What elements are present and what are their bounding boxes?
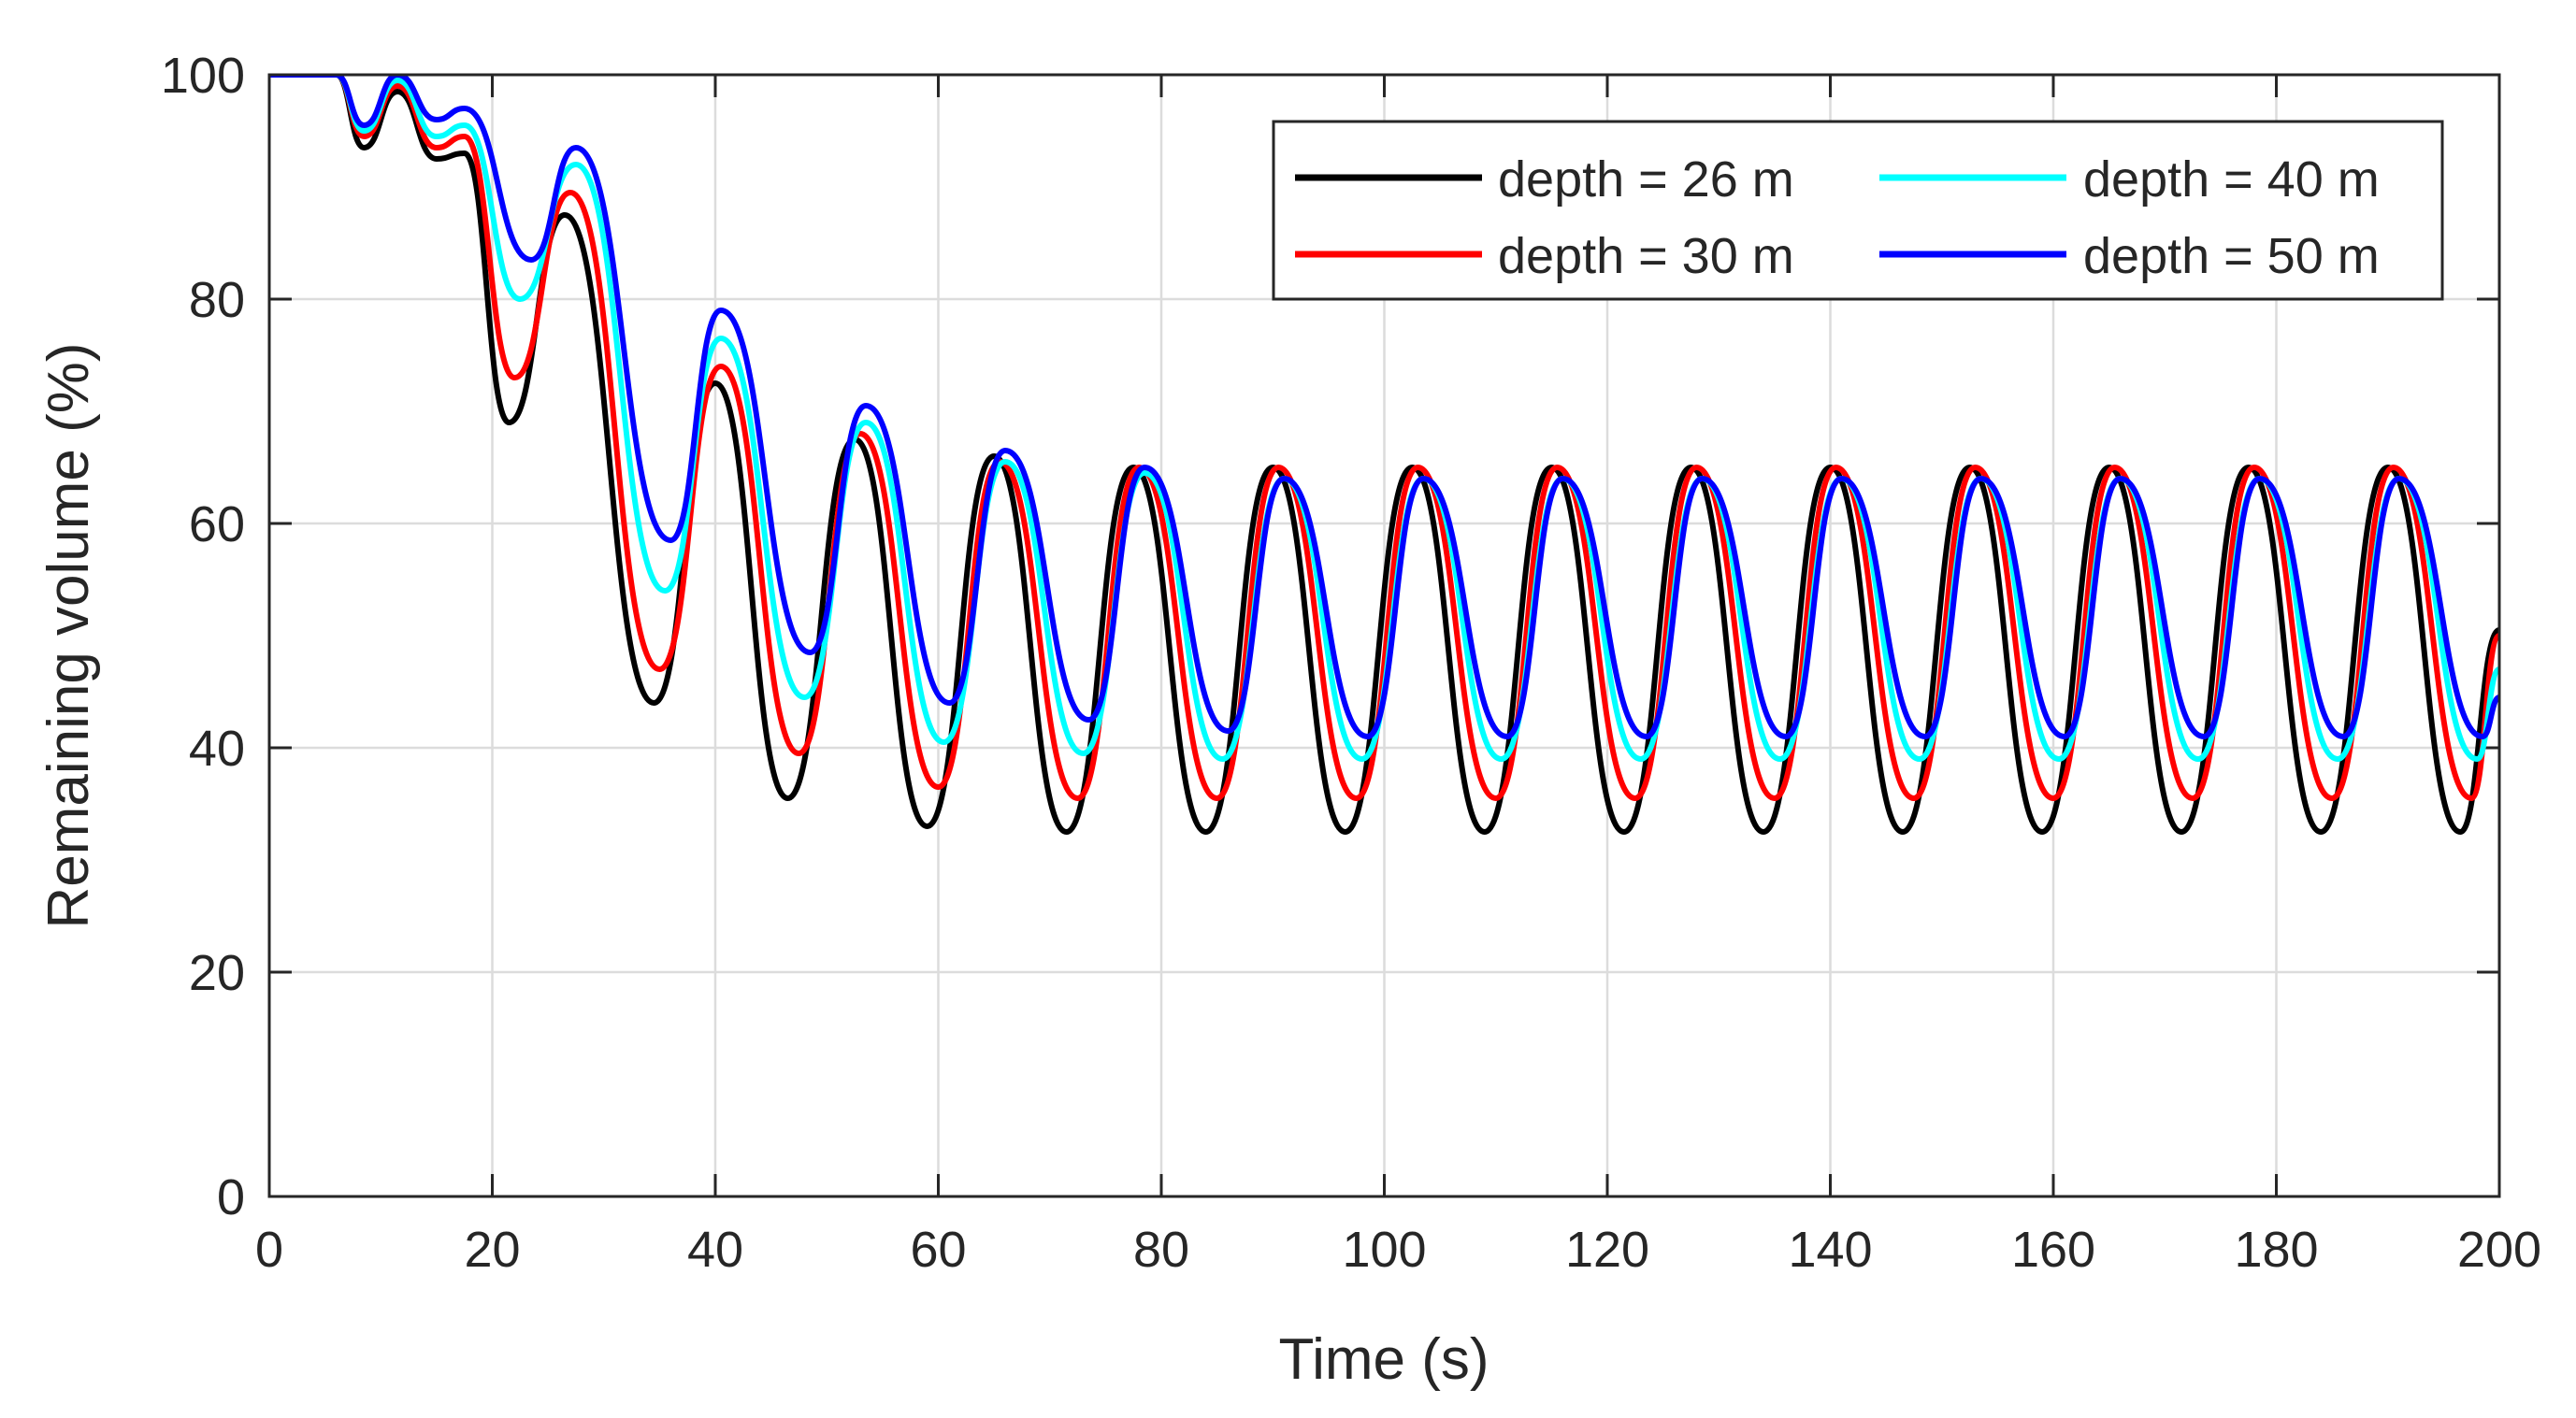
series-group [269, 75, 2499, 835]
legend-label-30m: depth = 30 m [1498, 228, 1794, 284]
legend-label-26m: depth = 26 m [1498, 151, 1794, 208]
plot-frame [267, 73, 2501, 1198]
ticks [267, 73, 2501, 1198]
x-tick-label: 160 [2011, 1222, 2095, 1278]
y-tick-label: 0 [217, 1169, 245, 1225]
x-tick-label: 100 [1342, 1222, 1426, 1278]
x-tick-label: 180 [2234, 1222, 2318, 1278]
x-tick-label: 120 [1565, 1222, 1649, 1278]
x-tick-label: 200 [2457, 1222, 2541, 1278]
x-axis-label: Time (s) [1279, 1327, 1489, 1392]
legend: depth = 26 m depth = 30 m depth = 40 m d… [1272, 120, 2444, 301]
x-tick-label: 140 [1788, 1222, 1872, 1278]
series-line-1 [269, 75, 2499, 835]
y-tick-label: 60 [189, 496, 245, 552]
y-tick-label: 100 [161, 48, 245, 104]
legend-label-50m: depth = 50 m [2083, 228, 2380, 284]
x-tick-label: 80 [1133, 1222, 1189, 1278]
legend-box [1272, 120, 2444, 301]
x-tick-label: 20 [464, 1222, 520, 1278]
legend-label-40m: depth = 40 m [2083, 151, 2380, 208]
x-tick-label: 0 [255, 1222, 283, 1278]
series-line-2 [269, 75, 2499, 801]
y-tick-label: 20 [189, 945, 245, 1001]
tick-labels: 0 20 40 60 80 100 120 140 160 180 200 0 20 40 60 80 100 [161, 48, 2541, 1278]
series-line-4 [269, 75, 2499, 739]
y-axis-label: Remaining volume (%) [36, 342, 101, 928]
y-tick-label: 80 [189, 272, 245, 328]
x-tick-label: 40 [687, 1222, 743, 1278]
x-tick-label: 60 [910, 1222, 966, 1278]
y-tick-label: 40 [189, 721, 245, 777]
